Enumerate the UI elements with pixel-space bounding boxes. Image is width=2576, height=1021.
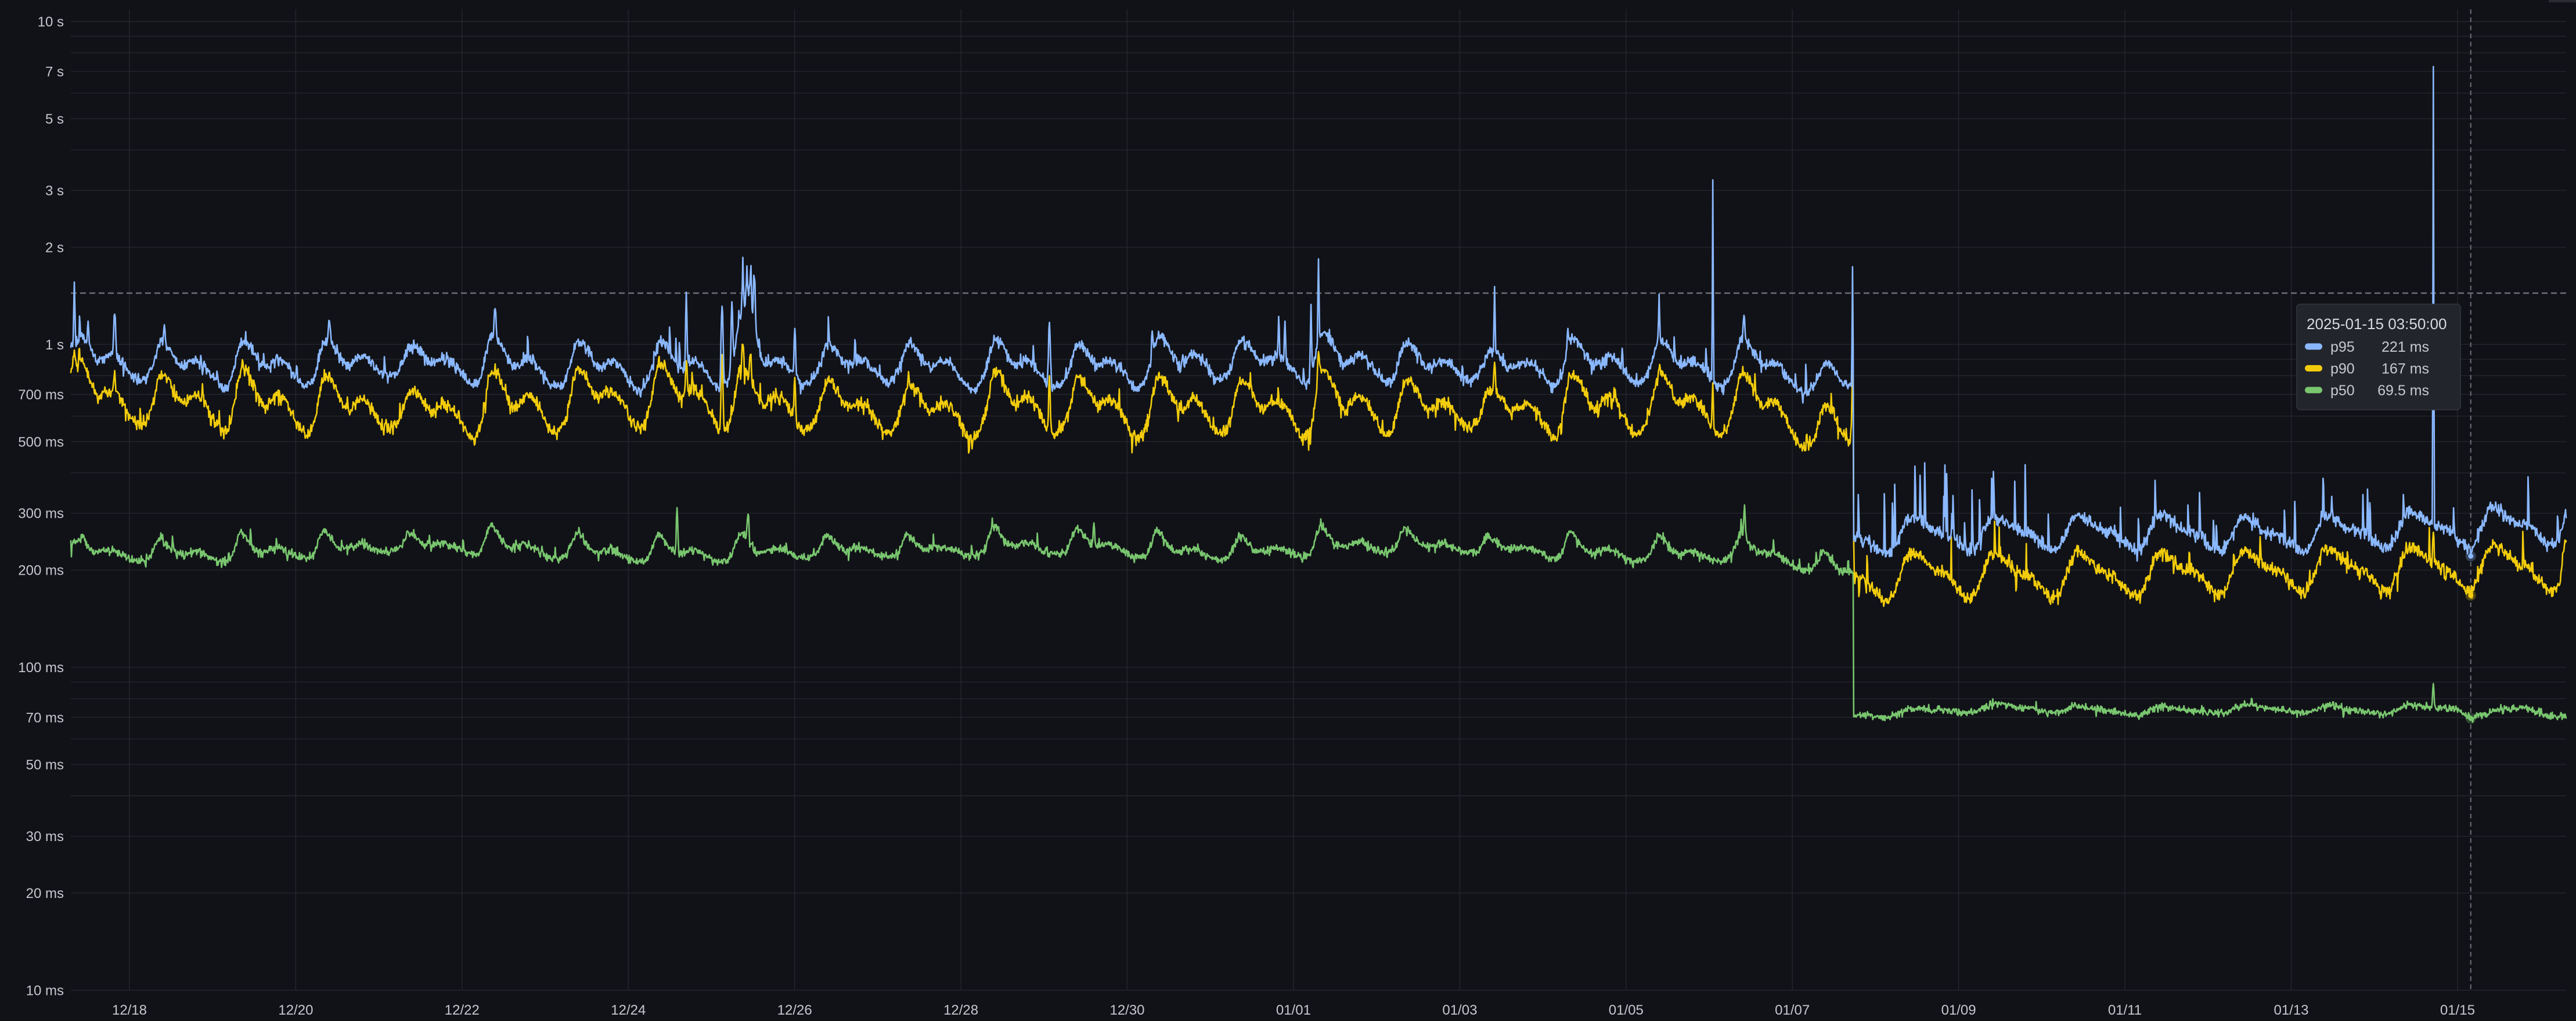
svg-text:10 ms: 10 ms <box>26 983 64 999</box>
svg-text:2025-01-15 03:50:00: 2025-01-15 03:50:00 <box>2307 315 2447 333</box>
svg-text:12/28: 12/28 <box>943 1002 978 1018</box>
svg-text:69.5 ms: 69.5 ms <box>2377 383 2429 399</box>
svg-text:12/26: 12/26 <box>777 1002 812 1018</box>
svg-text:12/24: 12/24 <box>611 1002 646 1018</box>
svg-text:1 s: 1 s <box>45 337 64 353</box>
svg-text:12/20: 12/20 <box>278 1002 313 1018</box>
svg-text:7 s: 7 s <box>45 64 64 80</box>
svg-text:30 ms: 30 ms <box>26 829 64 845</box>
svg-text:p95: p95 <box>2330 339 2355 355</box>
svg-text:10 s: 10 s <box>38 15 64 30</box>
svg-text:200 ms: 200 ms <box>18 563 64 579</box>
svg-text:50 ms: 50 ms <box>26 757 64 773</box>
svg-text:2 s: 2 s <box>45 240 64 255</box>
svg-text:700 ms: 700 ms <box>18 387 64 403</box>
svg-text:167 ms: 167 ms <box>2382 361 2429 377</box>
svg-text:01/13: 01/13 <box>2274 1002 2308 1018</box>
svg-text:70 ms: 70 ms <box>26 710 64 726</box>
svg-text:100 ms: 100 ms <box>18 660 64 676</box>
svg-text:5 s: 5 s <box>45 111 64 127</box>
svg-text:500 ms: 500 ms <box>18 434 64 450</box>
svg-text:20 ms: 20 ms <box>26 886 64 901</box>
svg-text:01/09: 01/09 <box>1941 1002 1976 1018</box>
svg-text:01/15: 01/15 <box>2440 1002 2475 1018</box>
svg-text:12/22: 12/22 <box>445 1002 480 1018</box>
svg-text:01/07: 01/07 <box>1775 1002 1810 1018</box>
svg-text:01/01: 01/01 <box>1276 1002 1311 1018</box>
svg-text:01/05: 01/05 <box>1609 1002 1644 1018</box>
svg-text:300 ms: 300 ms <box>18 506 64 522</box>
svg-text:01/03: 01/03 <box>1442 1002 1477 1018</box>
svg-text:p50: p50 <box>2330 383 2355 399</box>
svg-text:3 s: 3 s <box>45 183 64 199</box>
svg-text:12/18: 12/18 <box>112 1002 147 1018</box>
svg-text:12/30: 12/30 <box>1109 1002 1144 1018</box>
svg-text:221 ms: 221 ms <box>2382 339 2429 355</box>
svg-text:01/11: 01/11 <box>2108 1002 2142 1018</box>
svg-text:p90: p90 <box>2330 361 2355 377</box>
